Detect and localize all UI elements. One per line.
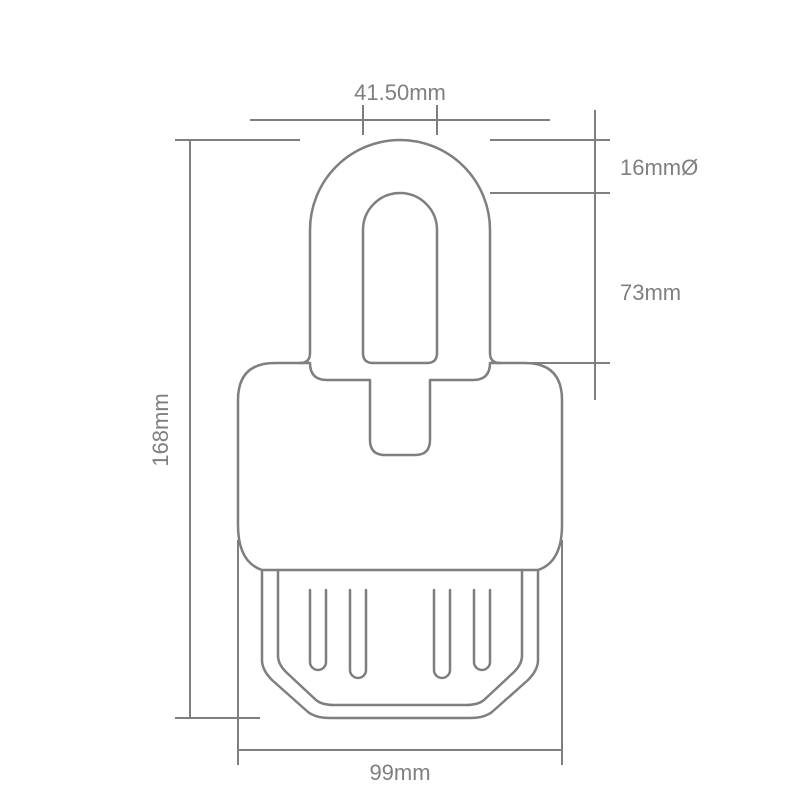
dim-shackle-diameter-label: 16mmØ — [620, 155, 698, 180]
dim-body-width-label: 99mm — [369, 760, 430, 785]
dim-shackle-inner-width: 41.50mm — [250, 80, 550, 135]
shackle-join-right-outer — [490, 353, 500, 363]
dim-body-width: 99mm — [238, 540, 562, 785]
dim-shackle-inner-width-label: 41.50mm — [354, 80, 446, 105]
slot-1 — [310, 590, 326, 670]
skirt-inner-edge — [278, 570, 522, 705]
shackle-join-right-inner — [427, 353, 437, 363]
dim-shackle-height: 73mm — [490, 193, 681, 400]
shackle-join-left-inner — [363, 353, 373, 363]
slot-3 — [434, 590, 450, 678]
body-top-outline — [238, 363, 562, 455]
body-contour — [238, 440, 562, 718]
shackle-inner — [363, 193, 437, 353]
dim-total-height-label: 168mm — [148, 393, 173, 466]
padlock-diagram: 41.50mm 16mmØ 73mm 168mm 99mm — [0, 0, 800, 800]
dim-shackle-height-label: 73mm — [620, 280, 681, 305]
shackle-outer — [310, 140, 490, 353]
shackle-join-left-outer — [300, 353, 310, 363]
slot-2 — [350, 590, 366, 678]
slot-4 — [474, 590, 490, 670]
